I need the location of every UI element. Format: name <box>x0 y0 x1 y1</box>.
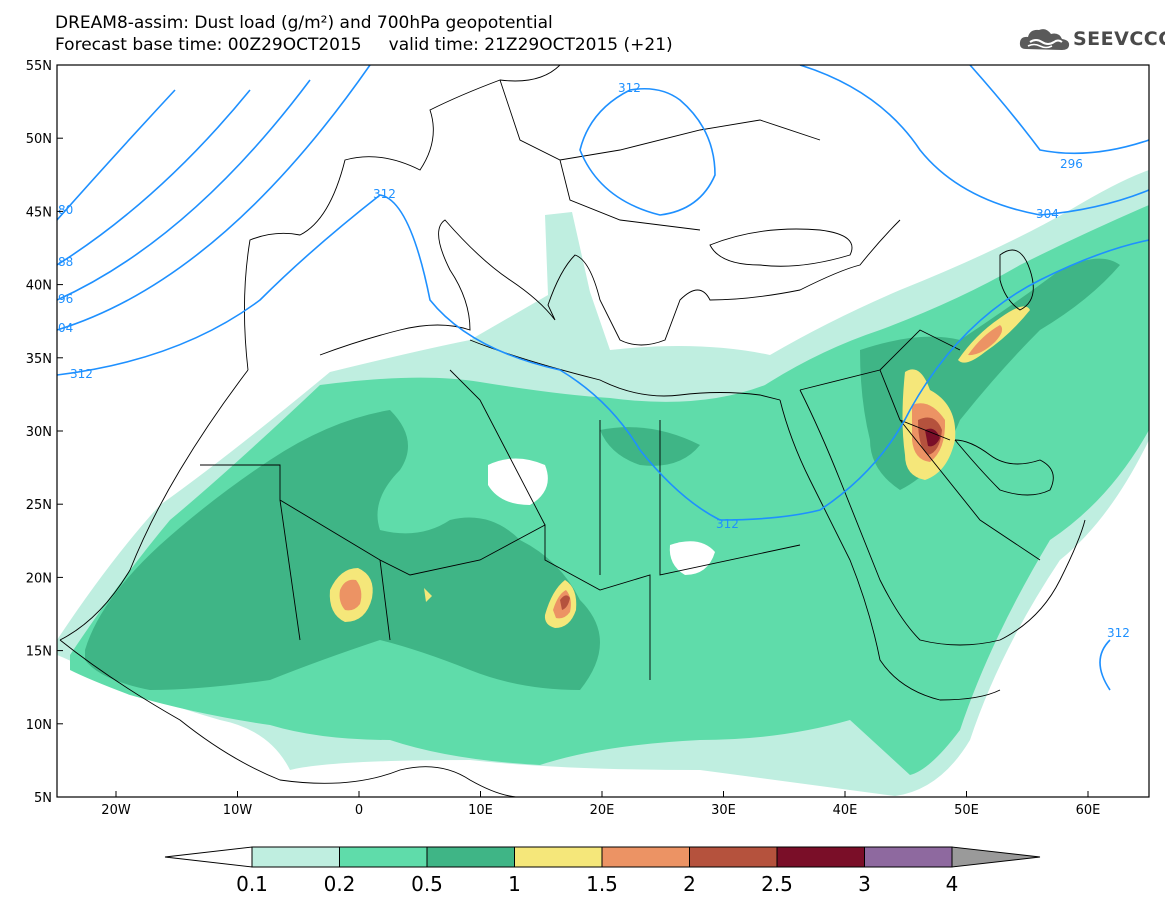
longitude-label: 20E <box>590 803 615 818</box>
dust-level-1-small <box>424 588 432 602</box>
contour-304 <box>57 65 371 331</box>
seevccc-logo: SEEVCCC <box>1018 25 1165 55</box>
colorbar-swatch <box>601 846 690 868</box>
colorbar-label: 0.1 <box>236 872 268 896</box>
caspian-sea <box>999 249 1034 311</box>
gulf-of-guinea-coast <box>59 639 521 797</box>
geopotential-contours <box>57 65 1149 691</box>
persian-gulf <box>954 439 1054 496</box>
longitude-label: 0 <box>355 803 363 818</box>
colorbar <box>164 846 1041 868</box>
longitude-label: 10E <box>468 803 493 818</box>
contour-label: 80 <box>58 203 73 217</box>
contour-label: 312 <box>373 187 396 201</box>
latitude-label: 30N <box>26 425 52 440</box>
contour-labels: 312 312 312 312 312 296 304 80 88 96 04 <box>58 81 1130 640</box>
latitude-label: 55N <box>26 59 52 74</box>
map-title: DREAM8-assim: Dust load (g/m²) and 700hP… <box>55 13 553 33</box>
contour-label: 296 <box>1060 157 1083 171</box>
latitude-label: 20N <box>26 571 52 586</box>
contour-label: 312 <box>716 517 739 531</box>
middle-east-borders <box>799 329 1041 561</box>
colorbar-label: 1 <box>508 872 521 896</box>
longitude-labels: 20W 10W 0 10E 20E 30E 40E 50E 60E <box>101 803 1100 818</box>
longitude-label: 50E <box>954 803 979 818</box>
contour-label: 312 <box>1107 626 1130 640</box>
black-sea <box>709 228 853 267</box>
european-borders <box>499 79 821 231</box>
contour-296 <box>57 79 311 301</box>
latitude-label: 45N <box>26 205 52 220</box>
longitude-label: 60E <box>1076 803 1101 818</box>
contour-label: 96 <box>58 292 73 306</box>
latitude-label: 35N <box>26 352 52 367</box>
axis-ticks <box>57 64 1089 798</box>
north-africa-coast <box>469 339 781 401</box>
contour-label: 312 <box>70 367 93 381</box>
contour-312-arabian-sea <box>1099 639 1111 691</box>
contour-304-east <box>799 65 1149 216</box>
west-africa-coast <box>59 369 249 641</box>
latitude-label: 40N <box>26 279 52 294</box>
colorbar-swatch <box>776 846 865 868</box>
contour-label: 04 <box>58 321 73 335</box>
latitude-label: 15N <box>26 645 52 660</box>
colorbar-swatch <box>339 846 428 868</box>
contour-296-east <box>969 65 1149 155</box>
dust-level-0.5-west <box>85 410 600 690</box>
colorbar-label: 3 <box>858 872 871 896</box>
cloud-icon <box>1019 29 1070 50</box>
colorbar-label: 0.5 <box>411 872 443 896</box>
colorbar-low-arrow <box>164 846 253 868</box>
dust-level-1.5-iran <box>968 325 1003 356</box>
sahel-borders <box>200 464 651 680</box>
african-borders <box>279 369 801 641</box>
dust-level-0.5-libya <box>600 427 700 466</box>
forecast-time-subtitle: Forecast base time: 00Z29OCT2015 valid t… <box>55 35 673 55</box>
colorbar-swatch <box>251 846 340 868</box>
colorbar-swatch <box>426 846 515 868</box>
latitude-label: 10N <box>26 718 52 733</box>
dust-level-2.5-iraq <box>925 428 940 447</box>
contour-288 <box>57 89 251 266</box>
contour-label: 312 <box>618 81 641 95</box>
contour-label: 88 <box>58 255 73 269</box>
logo-text: SEEVCCC <box>1073 28 1165 50</box>
longitude-label: 20W <box>101 803 131 818</box>
contour-280 <box>57 89 176 221</box>
longitude-label: 40E <box>833 803 858 818</box>
colorbar-label: 2.5 <box>761 872 793 896</box>
colorbar-label: 4 <box>945 872 959 896</box>
latitude-label: 25N <box>26 498 52 513</box>
europe-west-coast <box>244 65 561 371</box>
dust-field-layer <box>57 170 1149 796</box>
colorbar-swatch <box>864 846 953 868</box>
latitude-label: 5N <box>34 791 52 806</box>
red-sea-west <box>779 399 1001 701</box>
longitude-label: 10W <box>223 803 253 818</box>
arabia-coast <box>799 389 1086 646</box>
dust-level-1.5-mali <box>339 579 362 611</box>
contour-312-europe <box>579 87 716 216</box>
colorbar-label: 2 <box>683 872 696 896</box>
colorbar-swatch <box>689 846 778 868</box>
clear-area-libya <box>488 458 548 505</box>
contour-312-main <box>57 194 1149 521</box>
colorbar-high-arrow <box>951 846 1041 868</box>
clear-area-sudan <box>669 541 715 575</box>
contour-label: 304 <box>1036 207 1059 221</box>
latitude-labels: 55N 50N 45N 40N 35N 30N 25N 20N 15N 10N 5N <box>26 59 52 806</box>
coastlines-and-borders <box>59 65 1086 797</box>
colorbar-label: 1.5 <box>586 872 618 896</box>
dust-level-2-chad <box>560 595 570 610</box>
mediterranean-north-coast <box>319 219 901 356</box>
colorbar-swatch <box>514 846 603 868</box>
colorbar-boxes <box>251 846 953 868</box>
colorbar-label: 0.2 <box>323 872 356 896</box>
longitude-label: 30E <box>711 803 736 818</box>
latitude-label: 50N <box>26 132 52 147</box>
